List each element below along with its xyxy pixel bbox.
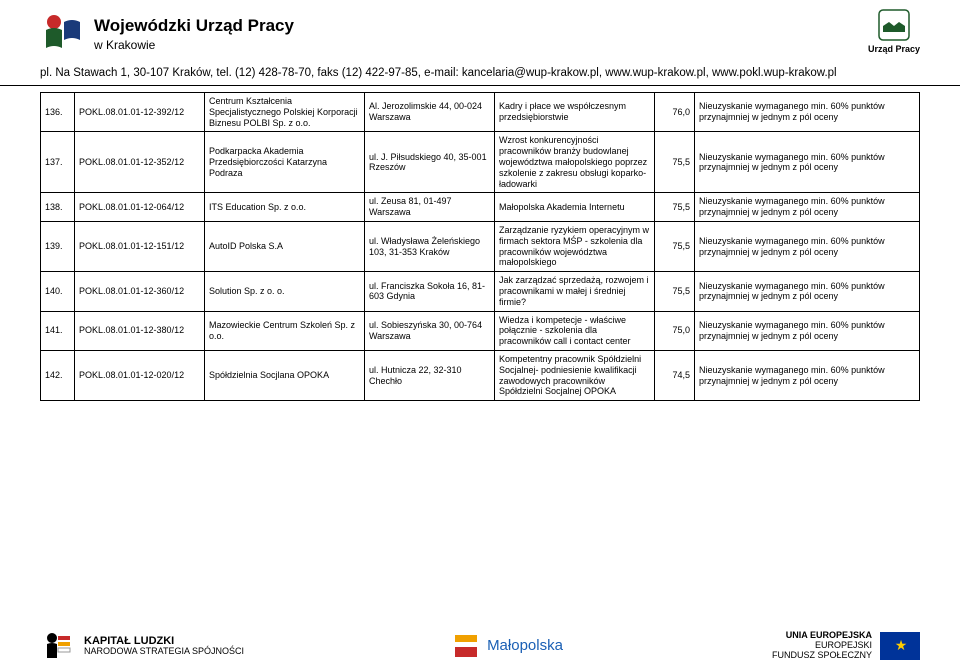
page-header: Wojewódzki Urząd Pracy w Krakowie Urząd … [0,0,960,63]
table-cell: POKL.08.01.01-12-392/12 [75,93,205,132]
footer-right: UNIA EUROPEJSKA EUROPEJSKI FUNDUSZ SPOŁE… [772,631,920,661]
header-title: Wojewódzki Urząd Pracy [94,16,294,36]
table-cell: Al. Jerozolimskie 44, 00-024 Warszawa [365,93,495,132]
table-cell: 75,5 [655,221,695,271]
table-cell: POKL.08.01.01-12-380/12 [75,311,205,350]
table-cell: 140. [41,272,75,311]
table-cell: POKL.08.01.01-12-020/12 [75,350,205,400]
table-cell: 75,5 [655,272,695,311]
table-cell: Wiedza i kompetecje - właściwe połącznie… [495,311,655,350]
table-cell: 75,5 [655,193,695,222]
table-cell: Nieuzyskanie wymaganego min. 60% punktów… [695,311,920,350]
footer-center: Małopolska [453,633,563,659]
table-cell: POKL.08.01.01-12-151/12 [75,221,205,271]
table-row: 138.POKL.08.01.01-12-064/12ITS Education… [41,193,920,222]
table-cell: Nieuzyskanie wymaganego min. 60% punktów… [695,221,920,271]
table-cell: Małopolska Akademia Internetu [495,193,655,222]
table-cell: POKL.08.01.01-12-360/12 [75,272,205,311]
malopolska-icon [453,633,479,659]
table-row: 142.POKL.08.01.01-12-020/12Spółdzielnia … [41,350,920,400]
table-cell: Spółdzielnia Socjlana OPOKA [205,350,365,400]
table-cell: POKL.08.01.01-12-064/12 [75,193,205,222]
table-cell: 74,5 [655,350,695,400]
table-cell: ul. Władysława Żeleńskiego 103, 31-353 K… [365,221,495,271]
table-cell: 139. [41,221,75,271]
table-cell: ul. J. Piłsudskiego 40, 35-001 Rzeszów [365,132,495,193]
data-table: 136.POKL.08.01.01-12-392/12Centrum Kszta… [40,92,920,401]
table-row: 141.POKL.08.01.01-12-380/12Mazowieckie C… [41,311,920,350]
header-subtitle: w Krakowie [94,38,294,52]
table-cell: Kadry i płace we współczesnym przedsiębi… [495,93,655,132]
table-cell: Kompetentny pracownik Spółdzielni Socjal… [495,350,655,400]
table-cell: Jak zarządzać sprzedażą, rozwojem i prac… [495,272,655,311]
table-cell: 138. [41,193,75,222]
table-cell: 75,5 [655,132,695,193]
table-cell: 142. [41,350,75,400]
wup-logo-icon [40,8,86,59]
kapital-ludzki-icon [40,628,76,664]
table-row: 139.POKL.08.01.01-12-151/12AutoID Polska… [41,221,920,271]
handshake-icon [877,8,911,42]
table-cell: Nieuzyskanie wymaganego min. 60% punktów… [695,193,920,222]
table-cell: ul. Sobieszyńska 30, 00-764 Warszawa [365,311,495,350]
header-left: Wojewódzki Urząd Pracy w Krakowie [40,8,294,59]
data-table-wrap: 136.POKL.08.01.01-12-392/12Centrum Kszta… [0,86,960,401]
table-row: 136.POKL.08.01.01-12-392/12Centrum Kszta… [41,93,920,132]
contact-bar: pl. Na Stawach 1, 30-107 Kraków, tel. (1… [0,63,960,86]
table-cell: Nieuzyskanie wymaganego min. 60% punktów… [695,93,920,132]
footer-left: KAPITAŁ LUDZKI NARODOWA STRATEGIA SPÓJNO… [40,628,244,664]
table-cell: POKL.08.01.01-12-352/12 [75,132,205,193]
table-cell: 136. [41,93,75,132]
table-cell: 137. [41,132,75,193]
table-cell: 75,0 [655,311,695,350]
table-cell: Solution Sp. z o. o. [205,272,365,311]
table-cell: AutoID Polska S.A [205,221,365,271]
table-cell: Nieuzyskanie wymaganego min. 60% punktów… [695,350,920,400]
urzad-pracy-logo: Urząd Pracy [868,8,920,54]
table-row: 137.POKL.08.01.01-12-352/12Podkarpacka A… [41,132,920,193]
table-cell: Nieuzyskanie wymaganego min. 60% punktów… [695,132,920,193]
footer-left-sub: NARODOWA STRATEGIA SPÓJNOŚCI [84,647,244,657]
table-cell: ul. Hutnicza 22, 32-310 Chechło [365,350,495,400]
table-cell: Nieuzyskanie wymaganego min. 60% punktów… [695,272,920,311]
table-cell: Wzrost konkurencyjności pracowników bran… [495,132,655,193]
footer-center-label: Małopolska [487,638,563,655]
table-cell: Mazowieckie Centrum Szkoleń Sp. z o.o. [205,311,365,350]
table-cell: 141. [41,311,75,350]
table-cell: Centrum Kształcenia Specjalistycznego Po… [205,93,365,132]
table-cell: ITS Education Sp. z o.o. [205,193,365,222]
table-cell: Podkarpacka Akademia Przedsiębiorczości … [205,132,365,193]
urzad-pracy-label: Urząd Pracy [868,44,920,54]
table-cell: ul. Franciszka Sokoła 16, 81-603 Gdynia [365,272,495,311]
eu-flag-icon: ★ [880,632,920,660]
table-cell: Zarządzanie ryzykiem operacyjnym w firma… [495,221,655,271]
page-footer: KAPITAŁ LUDZKI NARODOWA STRATEGIA SPÓJNO… [0,628,960,664]
table-cell: 76,0 [655,93,695,132]
footer-right-sub2: FUNDUSZ SPOŁECZNY [772,651,872,661]
table-cell: ul. Zeusa 81, 01-497 Warszawa [365,193,495,222]
table-row: 140.POKL.08.01.01-12-360/12Solution Sp. … [41,272,920,311]
